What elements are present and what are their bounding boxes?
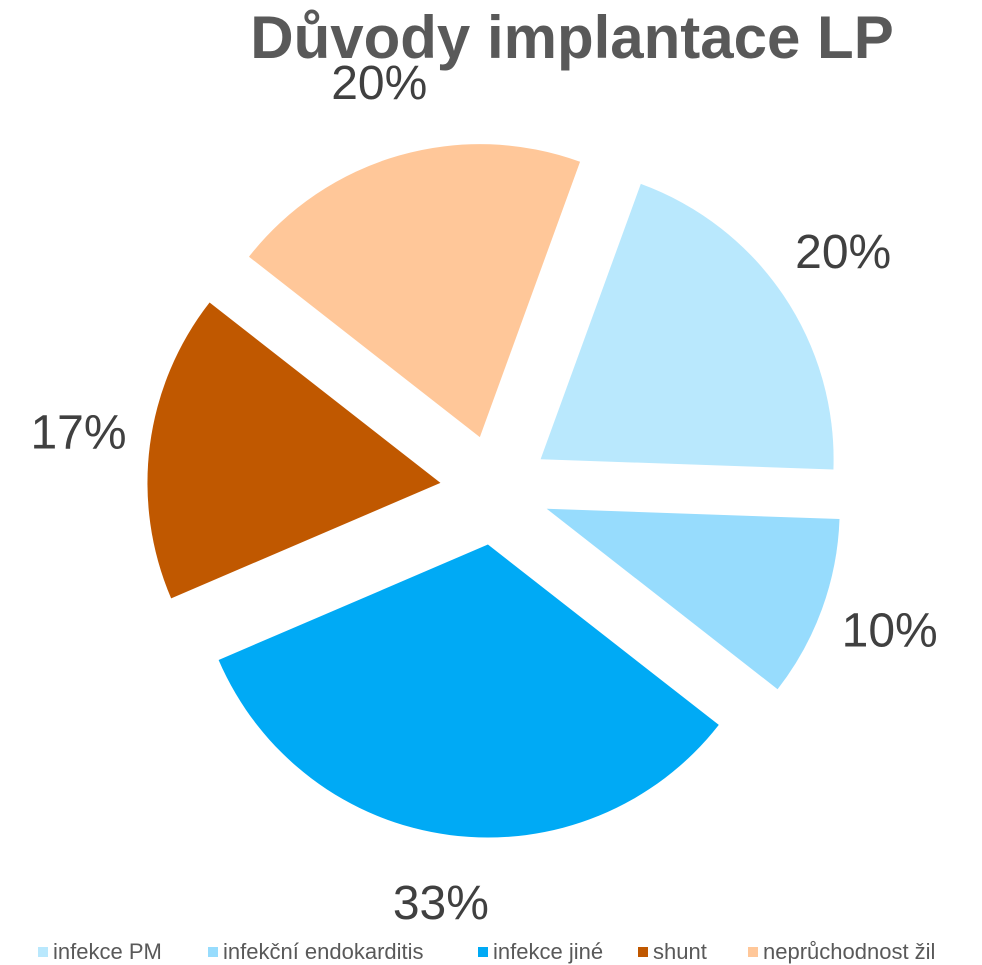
legend-swatch: [638, 947, 648, 957]
legend-swatch: [38, 947, 48, 957]
data-label: 20%: [795, 226, 891, 279]
legend-swatch: [748, 947, 758, 957]
legend-label: shunt: [653, 939, 707, 964]
legend-label: neprůchodnost žil: [763, 939, 935, 964]
legend-label: infekční endokarditis: [223, 939, 424, 964]
data-label: 10%: [842, 604, 938, 657]
pie-slice: [248, 144, 581, 438]
pie-slice: [540, 183, 834, 470]
chart-title: Důvody implantace LP: [250, 4, 893, 71]
pie-slice: [147, 302, 441, 599]
legend-label: infekce PM: [53, 939, 162, 964]
data-label: 20%: [331, 57, 427, 110]
pie-slice: [546, 508, 840, 690]
legend-label: infekce jiné: [493, 939, 603, 964]
pie-slice: [218, 544, 719, 838]
data-label: 33%: [393, 877, 489, 930]
data-label: 17%: [30, 407, 126, 460]
legend-swatch: [208, 947, 218, 957]
legend-swatch: [478, 947, 488, 957]
